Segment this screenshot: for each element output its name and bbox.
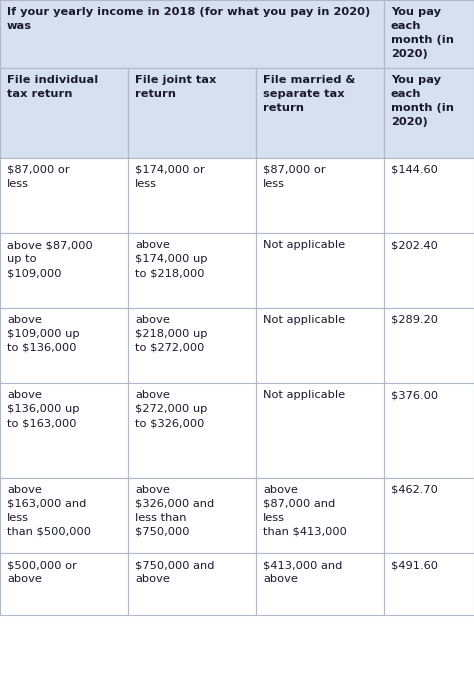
- Bar: [384, 68, 474, 158]
- Bar: [128, 478, 256, 553]
- Bar: [0, 553, 128, 615]
- Bar: [256, 478, 384, 553]
- Text: Not applicable: Not applicable: [263, 315, 345, 325]
- Bar: [384, 158, 474, 233]
- Text: File married &
separate tax
return: File married & separate tax return: [263, 75, 356, 113]
- Bar: [384, 0, 474, 68]
- Text: You pay
each
month (in
2020): You pay each month (in 2020): [391, 75, 454, 127]
- Text: You pay
each
month (in
2020): You pay each month (in 2020): [391, 7, 454, 59]
- Text: above
$87,000 and
less
than $413,000: above $87,000 and less than $413,000: [263, 485, 347, 537]
- Text: $500,000 or
above: $500,000 or above: [7, 560, 77, 584]
- Text: Not applicable: Not applicable: [263, 240, 345, 250]
- Text: above
$218,000 up
to $272,000: above $218,000 up to $272,000: [135, 315, 208, 353]
- Text: above $87,000
up to
$109,000: above $87,000 up to $109,000: [7, 240, 93, 278]
- Bar: [0, 383, 128, 478]
- Text: above
$163,000 and
less
than $500,000: above $163,000 and less than $500,000: [7, 485, 91, 537]
- Bar: [128, 158, 256, 233]
- Bar: [384, 478, 474, 553]
- Text: $87,000 or
less: $87,000 or less: [263, 165, 326, 189]
- Bar: [128, 68, 256, 158]
- Bar: [128, 383, 256, 478]
- Bar: [256, 68, 384, 158]
- Text: above
$326,000 and
less than
$750,000: above $326,000 and less than $750,000: [135, 485, 214, 537]
- Text: Not applicable: Not applicable: [263, 390, 345, 400]
- Text: $462.70: $462.70: [391, 485, 438, 495]
- Text: $87,000 or
less: $87,000 or less: [7, 165, 70, 189]
- Text: above
$109,000 up
to $136,000: above $109,000 up to $136,000: [7, 315, 80, 353]
- Bar: [256, 553, 384, 615]
- Text: $491.60: $491.60: [391, 560, 438, 570]
- Text: File joint tax
return: File joint tax return: [135, 75, 216, 99]
- Bar: [256, 383, 384, 478]
- Text: File individual
tax return: File individual tax return: [7, 75, 98, 99]
- Bar: [0, 68, 128, 158]
- Text: $174,000 or
less: $174,000 or less: [135, 165, 205, 189]
- Text: $413,000 and
above: $413,000 and above: [263, 560, 342, 584]
- Text: If your yearly income in 2018 (for what you pay in 2020)
was: If your yearly income in 2018 (for what …: [7, 7, 370, 31]
- Bar: [0, 308, 128, 383]
- Bar: [384, 383, 474, 478]
- Bar: [384, 308, 474, 383]
- Text: $376.00: $376.00: [391, 390, 438, 400]
- Text: $202.40: $202.40: [391, 240, 438, 250]
- Text: above
$272,000 up
to $326,000: above $272,000 up to $326,000: [135, 390, 207, 428]
- Bar: [0, 158, 128, 233]
- Bar: [384, 553, 474, 615]
- Bar: [256, 158, 384, 233]
- Text: $289.20: $289.20: [391, 315, 438, 325]
- Bar: [128, 308, 256, 383]
- Text: $144.60: $144.60: [391, 165, 438, 175]
- Bar: [384, 233, 474, 308]
- Bar: [256, 308, 384, 383]
- Bar: [0, 478, 128, 553]
- Bar: [256, 233, 384, 308]
- Text: above
$174,000 up
to $218,000: above $174,000 up to $218,000: [135, 240, 208, 278]
- Bar: [128, 233, 256, 308]
- Bar: [0, 0, 384, 68]
- Text: $750,000 and
above: $750,000 and above: [135, 560, 215, 584]
- Text: above
$136,000 up
to $163,000: above $136,000 up to $163,000: [7, 390, 80, 428]
- Bar: [128, 553, 256, 615]
- Bar: [0, 233, 128, 308]
